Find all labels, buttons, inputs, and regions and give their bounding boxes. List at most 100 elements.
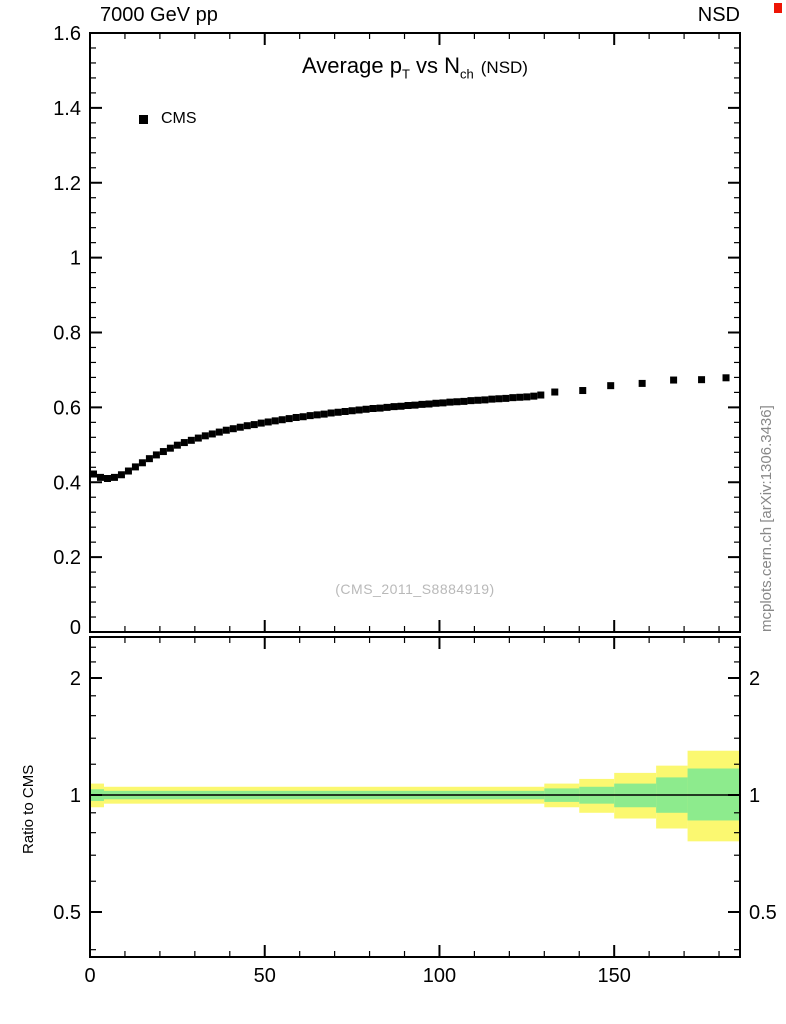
data-point: [250, 421, 258, 429]
axis-tick-label: 0.8: [53, 323, 81, 345]
data-point: [215, 428, 223, 436]
event-class-label: NSD: [697, 4, 740, 26]
data-point: [446, 398, 454, 406]
data-point: [460, 397, 468, 405]
data-point: [495, 395, 503, 403]
title-suffix: (NSD): [480, 58, 528, 77]
axis-tick-label: 2: [749, 668, 760, 690]
data-point: [722, 374, 730, 382]
data-point: [355, 406, 363, 414]
data-point: [180, 439, 188, 447]
data-point: [439, 399, 447, 407]
data-point: [341, 407, 349, 415]
data-point: [537, 391, 545, 399]
legend: CMS: [139, 110, 197, 128]
axis-tick-label: 1.2: [53, 173, 81, 195]
data-point: [89, 470, 97, 478]
data-point: [166, 444, 174, 452]
data-point: [638, 379, 646, 387]
data-point: [194, 434, 202, 442]
data-point: [271, 417, 279, 425]
data-point: [670, 376, 678, 384]
analysis-watermark: (CMS_2011_S8884919): [335, 581, 495, 597]
data-point: [103, 475, 111, 483]
data-point: [222, 426, 230, 434]
legend-marker-square: [139, 114, 148, 124]
data-point: [264, 418, 272, 426]
title-mid: vs N: [409, 53, 461, 78]
data-point: [432, 399, 440, 407]
data-point: [278, 416, 286, 424]
axis-tick-label: 0.5: [749, 902, 777, 924]
axis-tick-label: 0.5: [53, 902, 81, 924]
axis-tick-label: 1: [749, 785, 760, 807]
data-point: [530, 392, 538, 400]
data-point: [698, 376, 706, 384]
data-point: [425, 400, 433, 408]
data-point: [390, 403, 398, 411]
data-point: [348, 407, 356, 415]
axis-tick-label: 0.6: [53, 397, 81, 419]
data-point: [404, 402, 412, 410]
data-point: [362, 405, 370, 413]
data-point: [299, 413, 307, 421]
axis-tick-label: 1.4: [53, 98, 81, 120]
data-point: [418, 400, 426, 408]
data-point: [229, 425, 237, 433]
beam-energy-label: 7000 GeV pp: [100, 4, 218, 26]
data-point: [138, 459, 146, 467]
data-point: [117, 471, 125, 479]
axis-tick-label: 1: [70, 785, 81, 807]
data-point: [579, 387, 587, 395]
data-point: [201, 432, 209, 440]
data-point: [243, 422, 251, 430]
axis-tick-label: 0: [84, 965, 95, 987]
data-point: [145, 455, 153, 463]
data-point: [502, 394, 510, 402]
axis-tick-label: 1.6: [53, 23, 81, 45]
ratio-y-axis-title: Ratio to CMS: [20, 764, 37, 854]
data-point: [474, 396, 482, 404]
data-point: [334, 408, 342, 416]
data-point: [369, 404, 377, 412]
plot-title: Average pT vs Nch (NSD): [90, 53, 740, 81]
mcplots-arxiv-label: mcplots.cern.ch [arXiv:1306.3436]: [758, 405, 775, 632]
axis-tick-label: 1: [70, 248, 81, 270]
data-point: [551, 388, 559, 396]
data-point: [208, 430, 216, 438]
axis-tick-label: 50: [254, 965, 276, 987]
data-point: [509, 394, 517, 402]
data-point: [411, 401, 419, 409]
title-sub-nch: ch: [460, 66, 474, 82]
data-point: [516, 393, 524, 401]
data-point: [236, 423, 244, 431]
axis-tick-label: 2: [70, 668, 81, 690]
data-point: [124, 467, 132, 475]
data-point: [96, 473, 104, 481]
data-point: [292, 413, 300, 421]
data-point: [467, 397, 475, 405]
data-point: [607, 382, 615, 390]
data-point: [285, 415, 293, 423]
title-sub-pt: T: [401, 66, 410, 82]
axis-tick-label: 100: [423, 965, 456, 987]
data-point: [327, 409, 335, 417]
ratio-panel-frame: [89, 636, 741, 958]
data-point: [131, 463, 139, 471]
data-point: [397, 402, 405, 410]
data-point: [173, 441, 181, 449]
axis-tick-label: 0.4: [53, 472, 81, 494]
axis-tick-label: 0.2: [53, 547, 81, 569]
data-point: [313, 411, 321, 419]
data-point: [481, 396, 489, 404]
data-point: [306, 412, 314, 420]
data-point: [110, 473, 118, 481]
data-point: [383, 403, 391, 411]
legend-label: CMS: [161, 110, 197, 127]
data-point: [152, 451, 160, 459]
axis-tick-label: 150: [598, 965, 631, 987]
data-point: [159, 448, 167, 456]
data-point: [488, 395, 496, 403]
